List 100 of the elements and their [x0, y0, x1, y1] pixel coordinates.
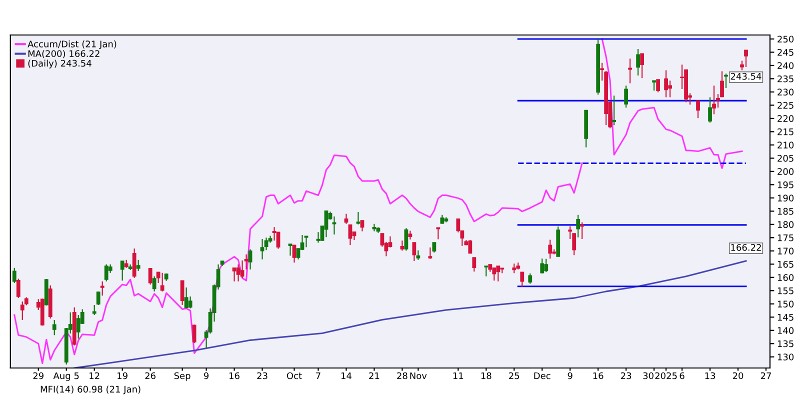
candlestick [236, 264, 240, 282]
y-tick-label: 195 [778, 181, 794, 188]
y-tick-label: 180 [778, 221, 794, 228]
candlestick [636, 48, 640, 76]
y-tick-label: 240 [778, 62, 794, 70]
candlestick [484, 265, 488, 277]
x-tick-label: 9 [204, 372, 209, 380]
candlestick [612, 95, 616, 126]
candlestick [656, 78, 660, 93]
x-tick-label: 26 [145, 372, 156, 380]
candlestick [744, 50, 748, 68]
candlestick [664, 70, 668, 98]
x-tick-label: 13 [705, 372, 716, 380]
candlestick [188, 296, 192, 309]
candlestick [12, 267, 16, 284]
candlestick [324, 210, 328, 238]
y-tick-label: 145 [778, 314, 794, 321]
candlestick [120, 260, 124, 282]
candlestick [668, 80, 672, 98]
candlestick [184, 286, 188, 309]
candlestick [652, 80, 656, 92]
y-tick-label: 220 [778, 115, 794, 122]
x-tick-label: 23 [257, 372, 268, 380]
y-tick-label: 160 [778, 274, 794, 281]
y-tick-label: 155 [778, 287, 794, 294]
legend-label: (Daily) 243.54 [28, 60, 92, 68]
x-tick-label: 25 [509, 372, 520, 380]
candlestick [240, 260, 244, 278]
candlestick [136, 259, 140, 272]
y-tick-label: 135 [778, 340, 794, 348]
candlestick [372, 223, 376, 232]
x-tick-label: 29 [33, 372, 44, 380]
candlestick [436, 227, 440, 240]
x-tick-label: 27 [760, 372, 771, 380]
candlestick [576, 214, 580, 238]
candlestick [696, 100, 700, 119]
x-tick-label: 30 [643, 372, 654, 380]
text: MFI(14) 60.98 (21 Jan) [40, 386, 140, 394]
candlestick [428, 246, 432, 260]
candlestick [640, 52, 644, 79]
y-tick-label: 205 [778, 154, 794, 162]
y-tick-label: 170 [778, 248, 794, 254]
y-tick-label: 185 [778, 208, 794, 215]
x-tick-label: Aug 5 [53, 372, 79, 381]
candlestick [520, 272, 524, 288]
candlestick [360, 220, 364, 232]
x-tick-label: 16 [230, 372, 240, 380]
candlestick [104, 264, 108, 282]
x-tick-label: 23 [620, 372, 632, 380]
candlestick [356, 211, 360, 225]
x-tick-label: 18 [481, 372, 492, 380]
y-tick-label: 250 [778, 36, 794, 43]
annotation: 166.22 [731, 244, 761, 251]
candlestick [496, 265, 500, 282]
candlestick [432, 242, 436, 254]
y-tick-label: 130 [778, 354, 794, 360]
candlestick [148, 268, 152, 286]
x-tick-label: 19 [118, 372, 128, 380]
x-tick-label: 21 [369, 372, 380, 380]
candlestick [416, 250, 420, 260]
x-tick-label: 12 [90, 372, 100, 380]
candlestick [260, 238, 264, 260]
line-series [74, 260, 747, 368]
candlestick [232, 267, 236, 282]
candlestick [472, 256, 476, 272]
candlestick [288, 243, 292, 256]
x-tick-label: 9 [568, 372, 572, 380]
y-tick-label: 225 [778, 102, 794, 109]
candlestick [152, 276, 156, 292]
candlestick [100, 280, 104, 296]
x-tick-label: 11 [453, 372, 464, 380]
x-tick-label: Oct [286, 372, 302, 380]
candlestick [628, 58, 632, 84]
candlestick [248, 248, 252, 270]
candlestick [96, 290, 100, 306]
y-tick-label: 200 [778, 168, 794, 175]
candlestick [580, 222, 584, 240]
x-tick-label: Dec [534, 372, 550, 380]
candlestick [292, 244, 296, 264]
legend-label: Accum/Dist (21 Jan) [28, 40, 116, 50]
candlestick [92, 304, 96, 316]
candlestick [624, 85, 628, 108]
candlestick [512, 263, 516, 274]
x-tick-label: 14 [341, 372, 352, 380]
candlestick [76, 314, 80, 340]
y-tick-label: 165 [778, 260, 794, 268]
candlestick [16, 278, 20, 299]
y-tick-label: 175 [778, 234, 794, 242]
x-tick-label: Nov [410, 372, 427, 380]
candlestick [708, 96, 712, 124]
candlestick [348, 224, 352, 246]
candlestick [180, 280, 184, 306]
candlestick [192, 324, 196, 344]
candlestick [724, 73, 728, 89]
candlestick [492, 267, 496, 282]
y-tick-label: 190 [778, 194, 794, 202]
candlestick [52, 319, 56, 336]
candlestick [544, 258, 548, 273]
candlestick [400, 240, 404, 252]
candlestick [132, 248, 136, 278]
